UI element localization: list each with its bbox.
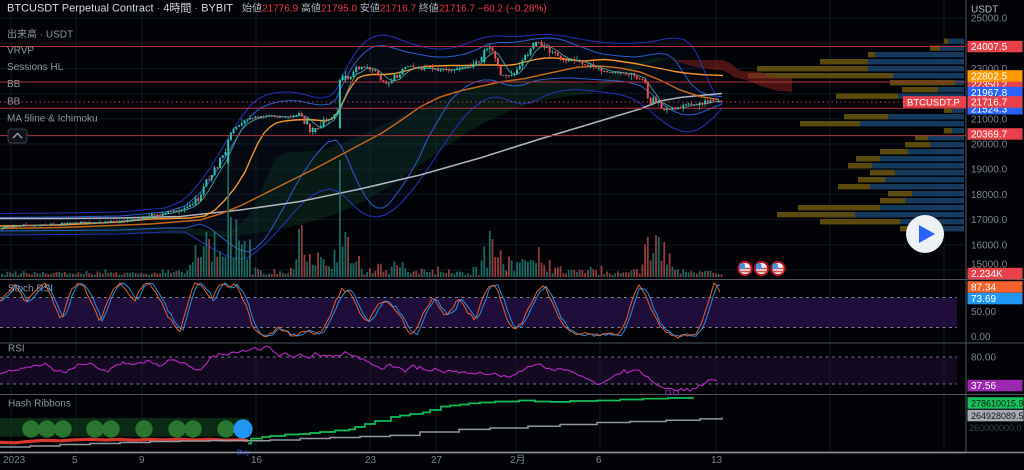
svg-text:MA 5line & Ichimoku: MA 5line & Ichimoku xyxy=(7,114,98,125)
svg-text:23000.0: 23000.0 xyxy=(971,64,1008,75)
svg-text:37.56: 37.56 xyxy=(971,381,996,392)
svg-text:2023: 2023 xyxy=(3,455,26,466)
svg-text:RSI: RSI xyxy=(8,344,25,355)
svg-text:21524.3: 21524.3 xyxy=(971,104,1008,115)
svg-text:出来高 · USDT: 出来高 · USDT xyxy=(7,28,73,41)
svg-text:5: 5 xyxy=(72,455,78,466)
svg-text:BB: BB xyxy=(7,97,21,108)
svg-text:VRVP: VRVP xyxy=(7,46,34,57)
svg-text:2.234K: 2.234K xyxy=(971,269,1003,280)
svg-text:2月: 2月 xyxy=(510,454,526,466)
svg-text:260000000.0: 260000000.0 xyxy=(969,423,1022,433)
svg-text:9: 9 xyxy=(139,455,145,466)
svg-text:27: 27 xyxy=(431,455,443,466)
svg-text:Sessions HL: Sessions HL xyxy=(7,62,64,73)
svg-text:Hash Ribbons: Hash Ribbons xyxy=(8,399,71,410)
svg-text:20369.7: 20369.7 xyxy=(971,130,1008,141)
svg-text:6: 6 xyxy=(596,455,602,466)
svg-text:20000.0: 20000.0 xyxy=(971,140,1008,151)
svg-text:21000.0: 21000.0 xyxy=(971,114,1008,125)
svg-text:13: 13 xyxy=(711,455,723,466)
svg-text:22350.2: 22350.2 xyxy=(971,80,1008,91)
svg-text:22802.5: 22802.5 xyxy=(971,72,1008,83)
svg-text:73.69: 73.69 xyxy=(971,294,996,305)
svg-text:24007.5: 24007.5 xyxy=(971,42,1008,53)
svg-text:25000.0: 25000.0 xyxy=(971,14,1008,25)
svg-text:21716.7: 21716.7 xyxy=(971,98,1008,109)
svg-text:80.00: 80.00 xyxy=(971,353,996,364)
svg-text:USDT: USDT xyxy=(971,5,998,16)
svg-text:BTCUSDT Perpetual Contract · 4: BTCUSDT Perpetual Contract · 4時間 · BYBIT xyxy=(7,2,233,15)
svg-text:19000.0: 19000.0 xyxy=(971,165,1008,176)
svg-text:50.00: 50.00 xyxy=(971,307,996,318)
svg-text:0.00: 0.00 xyxy=(971,332,991,343)
svg-text:23: 23 xyxy=(365,455,377,466)
svg-text:BB: BB xyxy=(7,79,21,90)
svg-text:Stoch RSI: Stoch RSI xyxy=(8,284,53,295)
svg-text:21967.8: 21967.8 xyxy=(971,88,1008,99)
svg-text:17000.0: 17000.0 xyxy=(971,215,1008,226)
svg-text:278610015.9: 278610015.9 xyxy=(971,399,1024,409)
svg-text:始値21776.9 高値21795.0 安値21716.7: 始値21776.9 高値21795.0 安値21716.7 終値21716.7 … xyxy=(242,2,547,15)
svg-text:16: 16 xyxy=(251,455,263,466)
svg-text:16000.0: 16000.0 xyxy=(971,240,1008,251)
svg-text:15000.0: 15000.0 xyxy=(971,260,1008,271)
svg-text:264928089.5: 264928089.5 xyxy=(971,411,1024,421)
svg-text:BTCUSDT.P: BTCUSDT.P xyxy=(907,97,960,108)
svg-text:18000.0: 18000.0 xyxy=(971,190,1008,201)
svg-text:87.34: 87.34 xyxy=(971,283,996,294)
